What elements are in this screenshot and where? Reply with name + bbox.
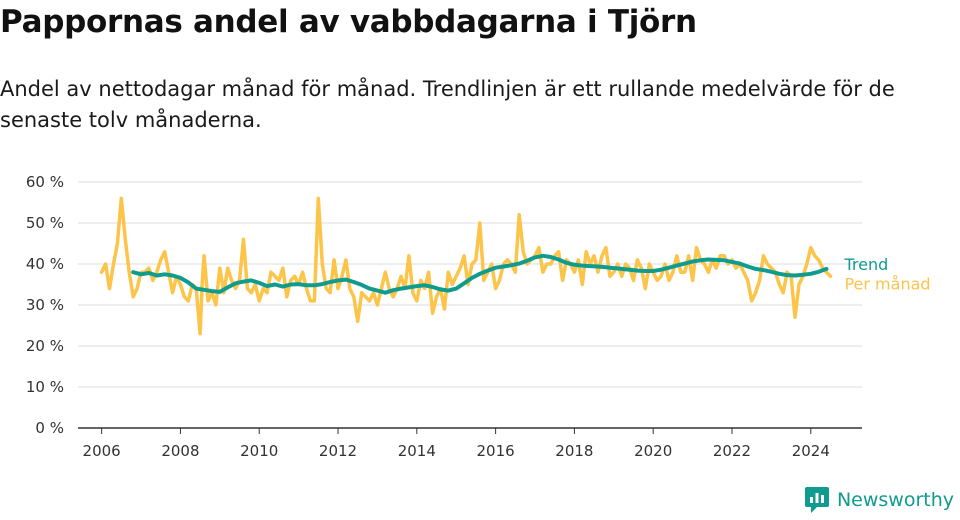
- y-tick-label: 50 %: [26, 214, 64, 232]
- series-label: Per månad: [844, 274, 930, 293]
- y-tick-label: 20 %: [26, 337, 64, 355]
- chart-subtitle: Andel av nettodagar månad för månad. Tre…: [0, 77, 895, 132]
- x-tick-label: 2016: [477, 442, 515, 460]
- y-tick-label: 40 %: [26, 255, 64, 273]
- y-tick-label: 30 %: [26, 296, 64, 314]
- series-label: Trend: [843, 255, 888, 274]
- x-tick-label: 2014: [398, 442, 436, 460]
- x-tick-label: 2012: [319, 442, 357, 460]
- x-tick-label: 2008: [161, 442, 199, 460]
- x-tick-label: 2022: [713, 442, 751, 460]
- series-line-trend: [131, 253, 829, 295]
- series-lines: [99, 196, 833, 336]
- x-axis-ticks: 2006 2008 2010 2012 2014 2016 2018 2020 2022 2024: [83, 428, 830, 460]
- newsworthy-logo: Newsworthy: [804, 486, 954, 514]
- newsworthy-logo-icon: [804, 487, 829, 513]
- y-tick-label: 10 %: [26, 378, 64, 396]
- x-tick-label: 2006: [83, 442, 121, 460]
- y-axis-ticks: 0 % 10 % 20 % 30 % 40 % 50 % 60 %: [26, 173, 64, 437]
- x-tick-label: 2018: [555, 442, 593, 460]
- x-tick-label: 2020: [634, 442, 672, 460]
- chart-title: Pappornas andel av vabbdagarna i Tjörn: [0, 4, 697, 40]
- brand-name: Newsworthy: [836, 489, 954, 511]
- x-tick-label: 2010: [240, 442, 278, 460]
- y-tick-label: 60 %: [26, 173, 64, 191]
- y-tick-label: 0 %: [35, 419, 64, 437]
- grid-lines: [78, 181, 862, 429]
- series-line-per-manad: [99, 196, 833, 336]
- x-tick-label: 2024: [792, 442, 830, 460]
